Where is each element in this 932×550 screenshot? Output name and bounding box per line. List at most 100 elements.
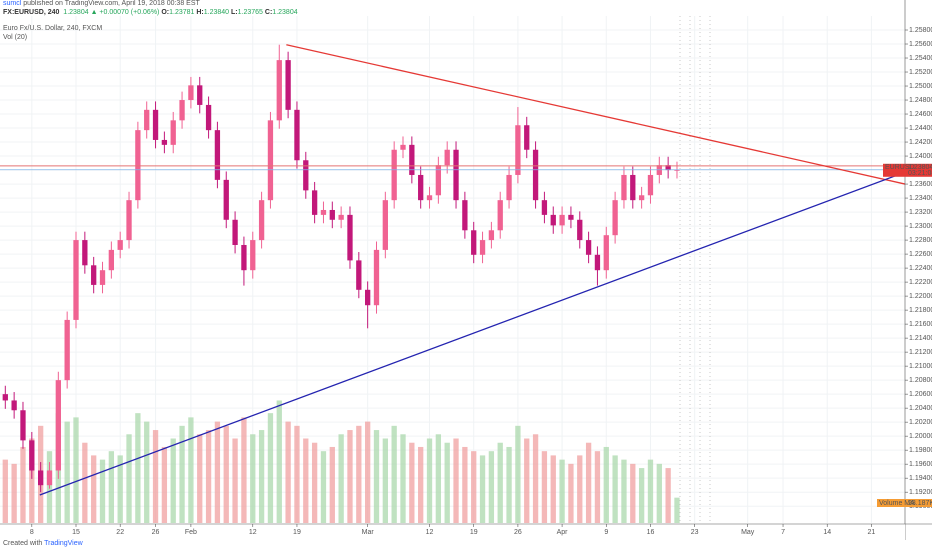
volume-bar <box>11 463 17 523</box>
ohlc-value: 1.23781 <box>169 9 195 16</box>
x-tick-label: 19 <box>293 529 301 536</box>
y-tick-label: 1.23600 <box>909 181 932 188</box>
candle-body <box>382 200 388 250</box>
y-tick-label: 1.22400 <box>909 265 932 272</box>
candle-body <box>497 200 503 231</box>
volume-bar <box>674 497 680 523</box>
publish-line: sumcl published on TradingView.com, Apri… <box>3 0 200 7</box>
volume-bar <box>585 442 592 523</box>
y-tick-label: 1.22600 <box>909 251 932 258</box>
candle-body <box>418 174 424 201</box>
volume-bar <box>329 446 335 523</box>
volume-bar <box>126 434 132 523</box>
trend-line <box>39 171 906 496</box>
volume-bar <box>347 430 353 523</box>
volume-bar <box>29 438 35 523</box>
candle-body <box>38 470 44 486</box>
volume-bar <box>665 468 671 523</box>
y-tick-label: 1.24200 <box>909 139 932 146</box>
volume-bar <box>258 430 265 523</box>
candle-body <box>29 440 35 471</box>
candle-body <box>347 214 353 261</box>
y-tick-label: 1.25200 <box>909 69 932 76</box>
volume-bar <box>311 442 318 523</box>
candle-body <box>329 209 335 220</box>
candle-body <box>205 104 212 131</box>
candle-body <box>426 195 433 201</box>
volume-bar <box>400 434 406 523</box>
volume-bar <box>479 455 486 523</box>
volume-bar <box>373 430 380 523</box>
x-tick-label: 26 <box>514 529 522 536</box>
volume-bar <box>64 421 70 523</box>
author[interactable]: sumcl <box>3 0 22 7</box>
candle-body <box>621 174 627 201</box>
y-tick-label: 1.21200 <box>909 349 932 356</box>
volume-bar <box>232 438 238 523</box>
y-tick-label: 1.25800 <box>909 27 932 34</box>
y-tick-label: 1.20800 <box>909 377 932 384</box>
x-tick-label: 9 <box>604 529 608 536</box>
candle-body <box>11 400 17 411</box>
y-tick-label: 1.20600 <box>909 391 932 398</box>
y-tick-label: 1.21400 <box>909 335 932 342</box>
candle-body <box>541 200 548 215</box>
ohlc-label: C: <box>264 9 273 16</box>
x-tick-label: 15 <box>72 529 80 536</box>
volume-bar <box>356 425 362 523</box>
volume-tag-value: 28.187K <box>908 500 932 507</box>
volume-bar <box>276 400 282 523</box>
candle-body <box>188 85 194 101</box>
candle-body <box>241 244 247 271</box>
y-tick-label: 1.22000 <box>909 293 932 300</box>
volume-bar <box>532 434 539 523</box>
volume-bar <box>426 438 433 523</box>
ohlc-value: 1.23804 <box>272 9 298 16</box>
volume-bar <box>2 459 8 523</box>
price-tag-value: 1.23804 <box>908 164 932 171</box>
candle-body <box>559 214 565 226</box>
x-tick-label: 12 <box>426 529 434 536</box>
candle-body <box>64 319 70 381</box>
y-tick-label: 1.24400 <box>909 125 932 132</box>
volume-bar <box>524 438 530 523</box>
ohlc: O:1.23781 H:1.23840 L:1.23765 C:1.23804 <box>161 9 297 16</box>
volume-bar <box>161 446 168 523</box>
y-tick-label: 1.19400 <box>909 475 932 482</box>
candle-body <box>135 130 141 201</box>
y-tick-label: 1.19800 <box>909 447 932 454</box>
price-tag-countdown: 03:21:08 <box>908 170 932 177</box>
y-tick-label: 1.21600 <box>909 321 932 328</box>
x-tick-label: May <box>741 529 755 536</box>
candle-body <box>303 160 309 191</box>
candle-body <box>223 179 229 220</box>
candle-body <box>267 120 274 201</box>
price-tag-symbol: EURUSD <box>885 164 915 171</box>
volume-bar <box>152 430 159 523</box>
time-axis <box>0 524 905 540</box>
candle-body <box>400 144 406 150</box>
volume-bar <box>506 446 512 523</box>
candle-body <box>462 200 468 231</box>
volume-bar <box>382 438 388 523</box>
volume-bar <box>391 425 397 523</box>
x-tick-label: 8 <box>30 529 34 536</box>
volume-bar <box>135 413 141 523</box>
footer-brand[interactable]: TradingView <box>44 540 83 547</box>
x-tick-label: 21 <box>868 529 876 536</box>
ohlc-value: 1.23765 <box>237 9 263 16</box>
y-tick-label: 1.20000 <box>909 433 932 440</box>
price-tag <box>883 163 932 177</box>
volume-bar <box>462 446 468 523</box>
y-tick-label: 1.20200 <box>909 419 932 426</box>
volume-bar <box>20 446 26 523</box>
candle-body <box>435 165 442 196</box>
candle-body <box>152 109 159 140</box>
volume-bar <box>647 459 654 523</box>
volume-bar <box>179 425 185 523</box>
candle-body <box>577 219 583 241</box>
candle-body <box>568 214 574 220</box>
candle-body <box>55 380 61 471</box>
y-tick-label: 1.22200 <box>909 279 932 286</box>
